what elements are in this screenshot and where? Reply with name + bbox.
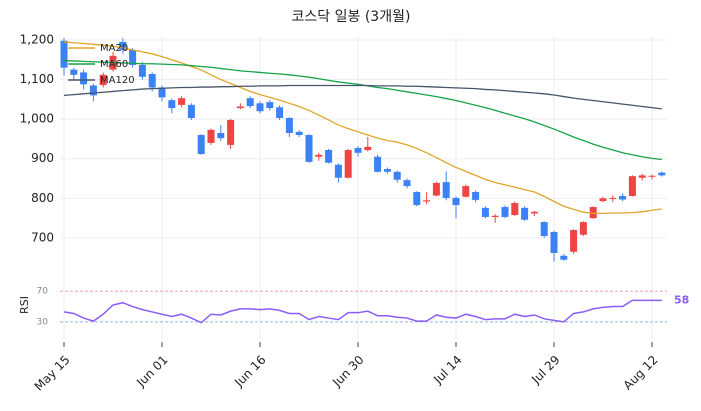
y-tick-label: 1,000	[20, 112, 54, 126]
candle-body	[393, 171, 401, 180]
legend-label: MA60	[100, 59, 128, 70]
candle-body	[148, 74, 156, 88]
candle-body	[344, 150, 352, 178]
candle-body	[354, 148, 362, 153]
candle-body	[530, 211, 538, 214]
candle-body	[119, 41, 127, 50]
candle-body	[609, 197, 617, 199]
candle-body	[246, 98, 254, 107]
candle-body	[501, 207, 509, 217]
legend-label: MA20	[100, 43, 128, 54]
candle-body	[60, 40, 68, 68]
candle-body	[197, 134, 205, 154]
rsi-tick-label: 30	[37, 317, 49, 327]
candle-body	[462, 186, 470, 197]
candle-body	[364, 146, 372, 151]
y-tick-label: 700	[31, 230, 54, 244]
x-tick-label: Jun 30	[329, 353, 366, 390]
candle-body	[187, 104, 195, 118]
candle-body	[266, 102, 274, 109]
candle-body	[403, 180, 411, 187]
rsi-tick-label: 70	[37, 287, 49, 297]
candle-body	[579, 222, 587, 235]
candle-body	[423, 200, 431, 202]
candle-body	[491, 215, 499, 217]
candle-body	[560, 255, 568, 260]
y-tick-label: 900	[31, 151, 54, 165]
candle-body	[276, 107, 284, 118]
candle-body	[217, 133, 225, 139]
candle-body	[236, 106, 244, 109]
candle-body	[285, 117, 293, 134]
candle-body	[442, 182, 450, 198]
candle-body	[648, 175, 656, 177]
candle-body	[80, 72, 88, 85]
x-tick-label: Jul 29	[528, 353, 562, 387]
y-tick-label: 800	[31, 191, 54, 205]
rsi-line	[63, 299, 662, 324]
candle-body	[99, 74, 107, 86]
candle-body	[295, 131, 303, 135]
y-tick-label: 1,200	[20, 32, 54, 46]
ma-line	[63, 84, 662, 110]
candle-body	[452, 197, 460, 206]
candle-body	[129, 49, 137, 65]
x-tick-label: Jun 16	[231, 353, 268, 390]
candle-body	[334, 164, 342, 178]
candle-body	[628, 176, 636, 196]
x-tick-label: May 15	[32, 353, 73, 394]
candle-body	[413, 192, 421, 206]
candle-body	[207, 129, 215, 143]
candle-body	[227, 119, 235, 145]
chart-title: 코스닥 일봉 (3개월)	[292, 9, 411, 25]
candle-body	[374, 156, 382, 172]
candle-body	[256, 103, 264, 112]
candle-body	[550, 231, 558, 253]
candle-body	[599, 198, 607, 202]
candle-body	[168, 100, 176, 109]
ma-line	[63, 41, 662, 215]
candle-body	[511, 203, 519, 215]
y-axis-label: RSI	[18, 296, 31, 314]
candle-body	[158, 87, 166, 98]
candle-body	[432, 182, 440, 196]
x-tick-label: Jun 01	[133, 353, 170, 390]
candle-body	[315, 154, 323, 157]
candle-body	[305, 134, 313, 162]
x-tick-label: Jul 14	[430, 353, 464, 387]
legend-label: MA120	[100, 75, 135, 86]
candle-body	[70, 69, 78, 75]
candle-body	[472, 192, 480, 200]
candle-body	[658, 172, 666, 176]
candle-body	[89, 85, 97, 96]
candle-body	[619, 195, 627, 200]
candle-body	[638, 175, 646, 178]
rsi-value-label: 58	[674, 293, 689, 306]
candle-body	[570, 230, 578, 252]
x-tick-label: Aug 12	[621, 353, 661, 393]
candle-body	[178, 98, 186, 105]
candle-body	[138, 64, 146, 77]
candle-body	[521, 207, 529, 220]
candle-body	[325, 150, 333, 163]
candle-body	[589, 207, 597, 219]
candle-body	[481, 207, 489, 217]
y-tick-label: 1,100	[20, 72, 54, 86]
candle-body	[383, 169, 391, 172]
candle-body	[540, 222, 548, 236]
